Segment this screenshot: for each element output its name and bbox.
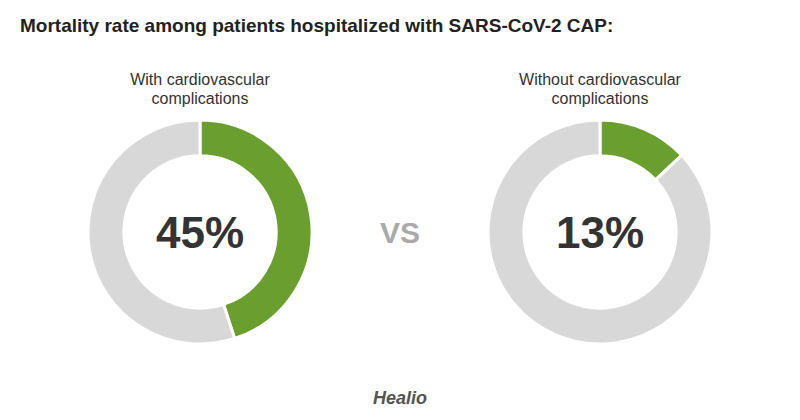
donut: 13% — [488, 120, 712, 344]
donut: 45% — [88, 120, 312, 344]
annotation: Healio — [373, 388, 427, 408]
data-label: 45% — [156, 208, 244, 257]
slice — [488, 120, 712, 344]
series-label: With cardiovascularcomplications — [130, 71, 270, 107]
title: Mortality rate among patients hospitaliz… — [20, 15, 613, 36]
chart: Mortality rate among patients hospitaliz… — [0, 0, 800, 420]
data-label: 13% — [556, 208, 644, 257]
series-label: Without cardiovascularcomplications — [519, 71, 682, 107]
annotation: VS — [380, 216, 420, 249]
